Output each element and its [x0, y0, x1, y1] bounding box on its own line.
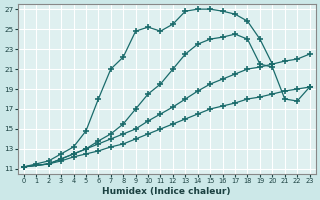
X-axis label: Humidex (Indice chaleur): Humidex (Indice chaleur): [102, 187, 231, 196]
